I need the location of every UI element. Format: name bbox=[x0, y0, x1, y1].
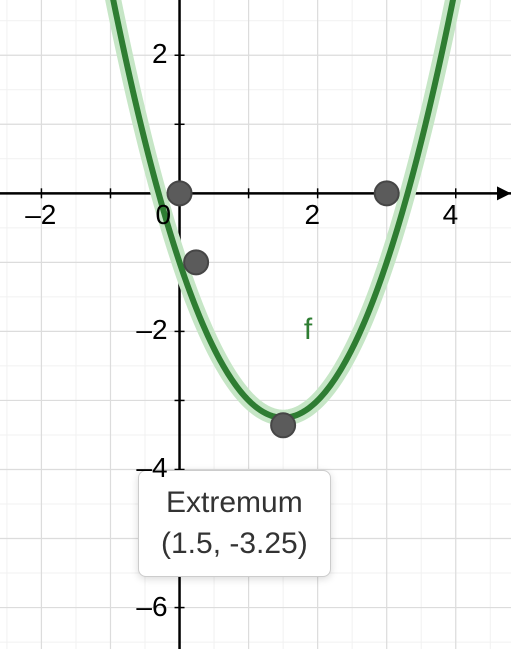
axis-tick-label: 0 bbox=[156, 199, 172, 231]
axis-tick-label: –2 bbox=[136, 314, 167, 346]
tooltip-coords: (1.5, -3.25) bbox=[161, 524, 308, 565]
axis-tick-label: 2 bbox=[305, 199, 321, 231]
tooltip-title: Extremum bbox=[161, 483, 308, 524]
axis-tick-label: –4 bbox=[136, 452, 167, 484]
axis-tick-label: –2 bbox=[25, 199, 56, 231]
extremum-tooltip[interactable]: Extremum (1.5, -3.25) bbox=[138, 470, 331, 577]
axis-tick-label: 2 bbox=[152, 38, 168, 70]
axis-tick-label: –6 bbox=[136, 591, 167, 623]
series-label-f: f bbox=[304, 313, 312, 347]
axis-tick-label: 4 bbox=[443, 199, 459, 231]
graph-viewport[interactable]: f Extremum (1.5, -3.25) –2 0 2 4 2 –2 –4 –6 bbox=[0, 0, 511, 649]
